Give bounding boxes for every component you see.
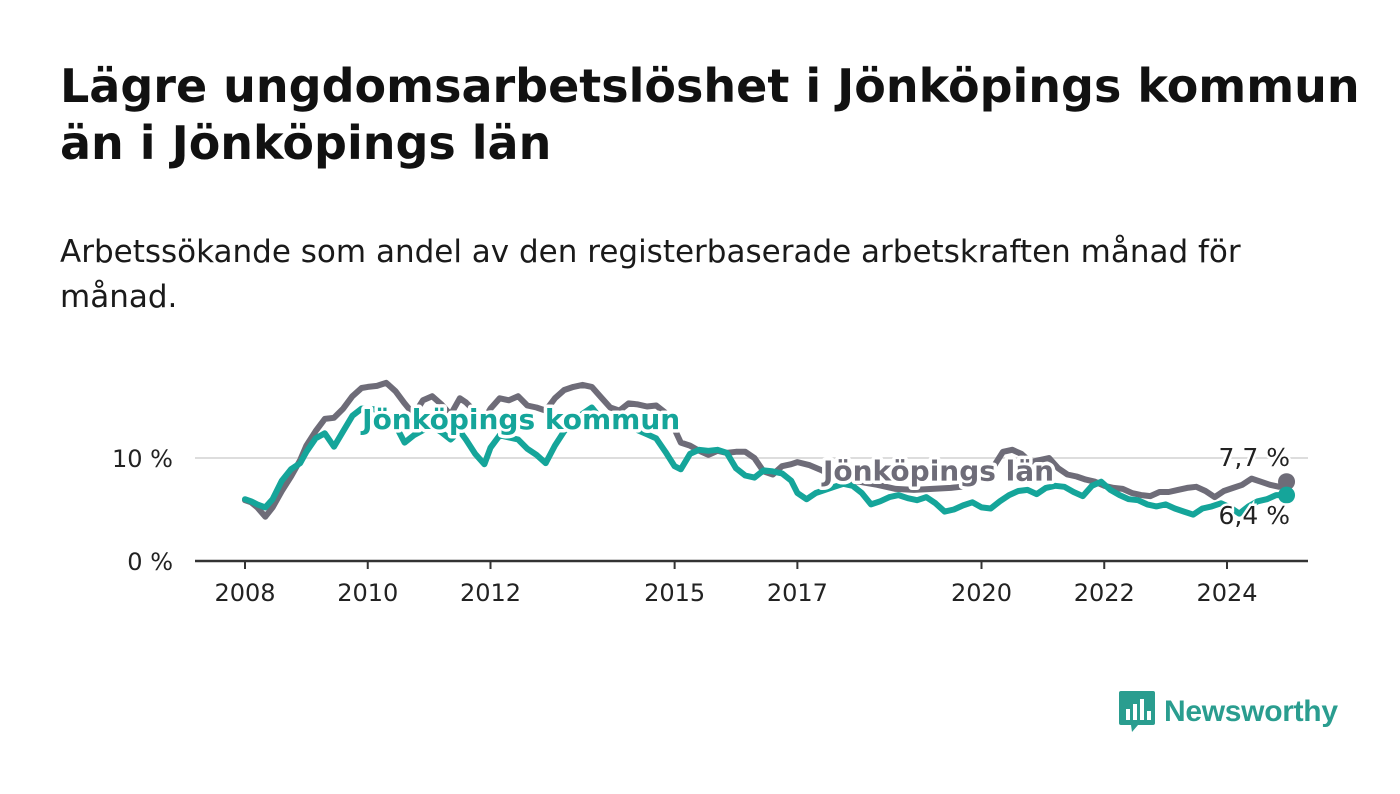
series-end-dot-0 [1278, 473, 1296, 491]
x-tick-label: 2020 [951, 579, 1012, 607]
series-label-1: Jönköpings kommun [360, 403, 680, 436]
x-tick-label: 2017 [767, 579, 828, 607]
end-value-label-1: 6,4 % [1219, 501, 1290, 530]
brand-name: Newsworthy [1164, 695, 1338, 728]
x-tick-label: 2015 [644, 579, 705, 607]
x-tick-label: 2022 [1074, 579, 1135, 607]
bar-chart-icon [1119, 691, 1155, 732]
end-value-label-0: 7,7 % [1219, 443, 1290, 472]
series-line-1 [242, 404, 1290, 518]
y-tick-label: 10 % [112, 445, 173, 473]
series-label-0: Jönköpings län [821, 455, 1054, 488]
x-tick-label: 2024 [1196, 579, 1257, 607]
x-tick-label: 2010 [337, 579, 398, 607]
series-end-dot-1 [1278, 486, 1296, 504]
x-tick-label: 2012 [460, 579, 521, 607]
series-labels: Jönköpings län Jönköpings kommun 7,7 % 6,4 … [357, 400, 1293, 533]
newsworthy-logo: Newsworthy [1118, 690, 1338, 734]
y-tick-label: 0 % [127, 548, 173, 576]
x-tick-label: 2008 [214, 579, 275, 607]
axes: 0 % 10 % 2008 2010 2012 2015 2017 2020 2022 2024 [112, 445, 1308, 607]
chart-title: Lägre ungdomsarbetslöshet i Jönköpings k… [60, 59, 1360, 170]
chart-subtitle: Arbetssökande som andel av den registerb… [60, 234, 1241, 315]
series [242, 379, 1296, 520]
